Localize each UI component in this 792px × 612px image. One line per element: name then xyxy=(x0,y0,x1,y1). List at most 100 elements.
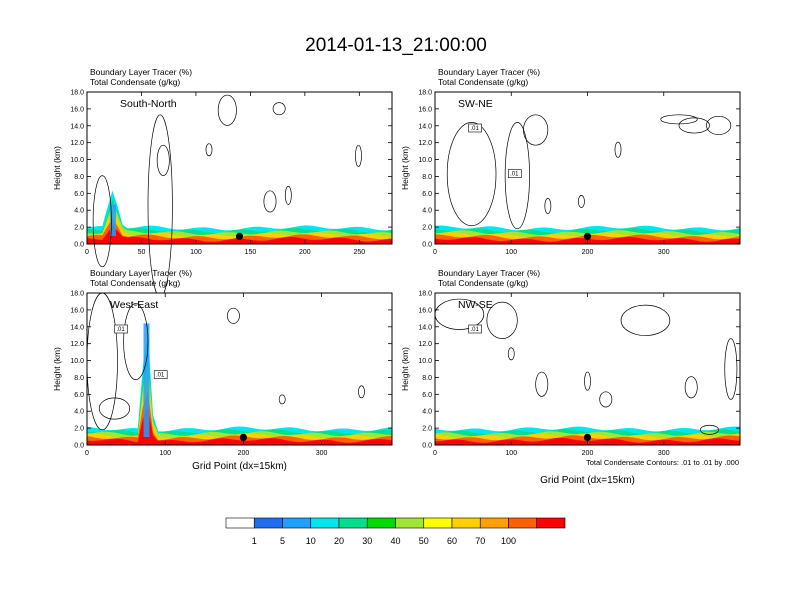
y-tick-label: 2.0 xyxy=(422,225,432,232)
location-marker xyxy=(583,433,592,441)
colorbar-box xyxy=(395,517,425,529)
colorbar-box xyxy=(225,517,255,529)
y-tick-label: 12.0 xyxy=(70,341,84,348)
y-tick-label: 14.0 xyxy=(70,123,84,130)
x-tick-label: 100 xyxy=(159,450,171,457)
y-tick-label: 0.0 xyxy=(422,443,432,450)
panel-title-line: Boundary Layer Tracer (%) xyxy=(90,268,192,278)
condensate-contour xyxy=(355,144,362,167)
y-tick-label: 16.0 xyxy=(418,307,432,314)
y-tick-label: 16.0 xyxy=(70,106,84,113)
panel-west-east: Boundary Layer Tracer (%)Total Condensat… xyxy=(52,268,393,472)
y-tick-label: 14.0 xyxy=(70,324,84,331)
location-marker xyxy=(583,232,592,240)
x-tick-label: 150 xyxy=(245,249,257,256)
panel-title-line: Total Condensate (g/kg) xyxy=(438,77,528,87)
y-tick-label: 8.0 xyxy=(422,375,432,382)
y-tick-label: 12.0 xyxy=(418,140,432,147)
contour-footnote: Total Condensate Contours: .01 to .01 by… xyxy=(586,458,739,467)
condensate-contour xyxy=(699,424,719,435)
x-tick-label: 300 xyxy=(658,450,670,457)
x-tick-label: 250 xyxy=(353,249,365,256)
x-tick-label: 100 xyxy=(190,249,202,256)
condensate-contour xyxy=(678,117,710,134)
colorbar-label: 50 xyxy=(419,536,429,546)
condensate-contour xyxy=(504,122,530,230)
condensate-contour xyxy=(507,347,515,361)
x-axis-label: Grid Point (dx=15km) xyxy=(192,461,287,472)
y-axis-label: Height (km) xyxy=(400,146,410,190)
y-tick-label: 6.0 xyxy=(422,392,432,399)
panel-title-line: Boundary Layer Tracer (%) xyxy=(438,268,540,278)
colorbar-label: 60 xyxy=(447,536,457,546)
condensate-contour xyxy=(706,115,732,135)
colorbar-box xyxy=(479,517,509,529)
panel-title-line: Boundary Layer Tracer (%) xyxy=(438,67,540,77)
colorbar-label: 100 xyxy=(501,536,516,546)
contour-label: .01 xyxy=(156,373,165,379)
figure-title: 2014-01-13_21:00:00 xyxy=(305,35,487,56)
condensate-contour xyxy=(535,371,549,397)
condensate-contour xyxy=(614,141,622,158)
condensate-contour xyxy=(263,190,277,213)
x-tick-label: 200 xyxy=(238,450,250,457)
contour-label: .01 xyxy=(470,126,479,132)
condensate-contour xyxy=(205,143,213,157)
x-tick-label: 200 xyxy=(299,249,311,256)
y-tick-label: 2.0 xyxy=(74,426,84,433)
y-tick-label: 14.0 xyxy=(418,123,432,130)
x-tick-label: 300 xyxy=(316,450,328,457)
y-tick-label: 6.0 xyxy=(74,191,84,198)
y-tick-label: 6.0 xyxy=(422,191,432,198)
colorbar-label: 20 xyxy=(334,536,344,546)
plot-area xyxy=(87,92,392,244)
panel-nw-se: Boundary Layer Tracer (%)Total Condensat… xyxy=(400,268,741,486)
panel-title-line: Total Condensate (g/kg) xyxy=(90,278,180,288)
location-marker xyxy=(235,232,244,240)
y-tick-label: 18.0 xyxy=(418,291,432,298)
condensate-contour xyxy=(578,195,585,208)
y-tick-label: 8.0 xyxy=(422,174,432,181)
y-axis-label: Height (km) xyxy=(52,347,62,391)
y-axis-label: Height (km) xyxy=(52,146,62,190)
y-tick-label: 4.0 xyxy=(422,208,432,215)
colorbar-box xyxy=(508,517,538,529)
contour-label-box xyxy=(507,169,522,178)
location-marker xyxy=(239,433,248,441)
condensate-contour xyxy=(226,307,240,324)
contour-label: .01 xyxy=(470,327,479,333)
contour-label-box xyxy=(114,324,128,334)
condensate-contour xyxy=(358,385,365,399)
y-axis-label: Height (km) xyxy=(400,347,410,391)
y-tick-label: 18.0 xyxy=(70,90,84,97)
y-tick-label: 4.0 xyxy=(74,208,84,215)
condensate-contour xyxy=(278,394,286,405)
cross-section-label: South-North xyxy=(120,98,177,110)
contour-label-box xyxy=(468,123,482,133)
colorbar-box xyxy=(423,517,453,529)
panels: Boundary Layer Tracer (%)Total Condensat… xyxy=(52,67,741,486)
panel-title-line: Total Condensate (g/kg) xyxy=(438,278,528,288)
plot-area xyxy=(435,293,740,445)
x-tick-label: 200 xyxy=(582,450,594,457)
x-tick-label: 0 xyxy=(433,450,437,457)
condensate-contour xyxy=(584,371,591,391)
tracer-band xyxy=(87,190,392,244)
x-axis-label: Grid Point (dx=15km) xyxy=(540,475,635,486)
contour-label-box xyxy=(153,370,168,379)
y-tick-label: 12.0 xyxy=(418,341,432,348)
colorbar-box xyxy=(310,517,340,529)
colorbar-label: 30 xyxy=(362,536,372,546)
condensate-contour xyxy=(92,175,112,268)
colorbar-box xyxy=(253,517,283,529)
y-tick-label: 16.0 xyxy=(70,307,84,314)
y-tick-label: 4.0 xyxy=(422,409,432,416)
colorbar-box xyxy=(536,517,566,529)
x-tick-label: 100 xyxy=(505,249,517,256)
colorbar-label: 5 xyxy=(280,536,285,546)
condensate-contour xyxy=(123,303,149,380)
y-tick-label: 4.0 xyxy=(74,409,84,416)
panel-sw-ne: Boundary Layer Tracer (%)Total Condensat… xyxy=(400,67,741,256)
y-tick-label: 8.0 xyxy=(74,174,84,181)
